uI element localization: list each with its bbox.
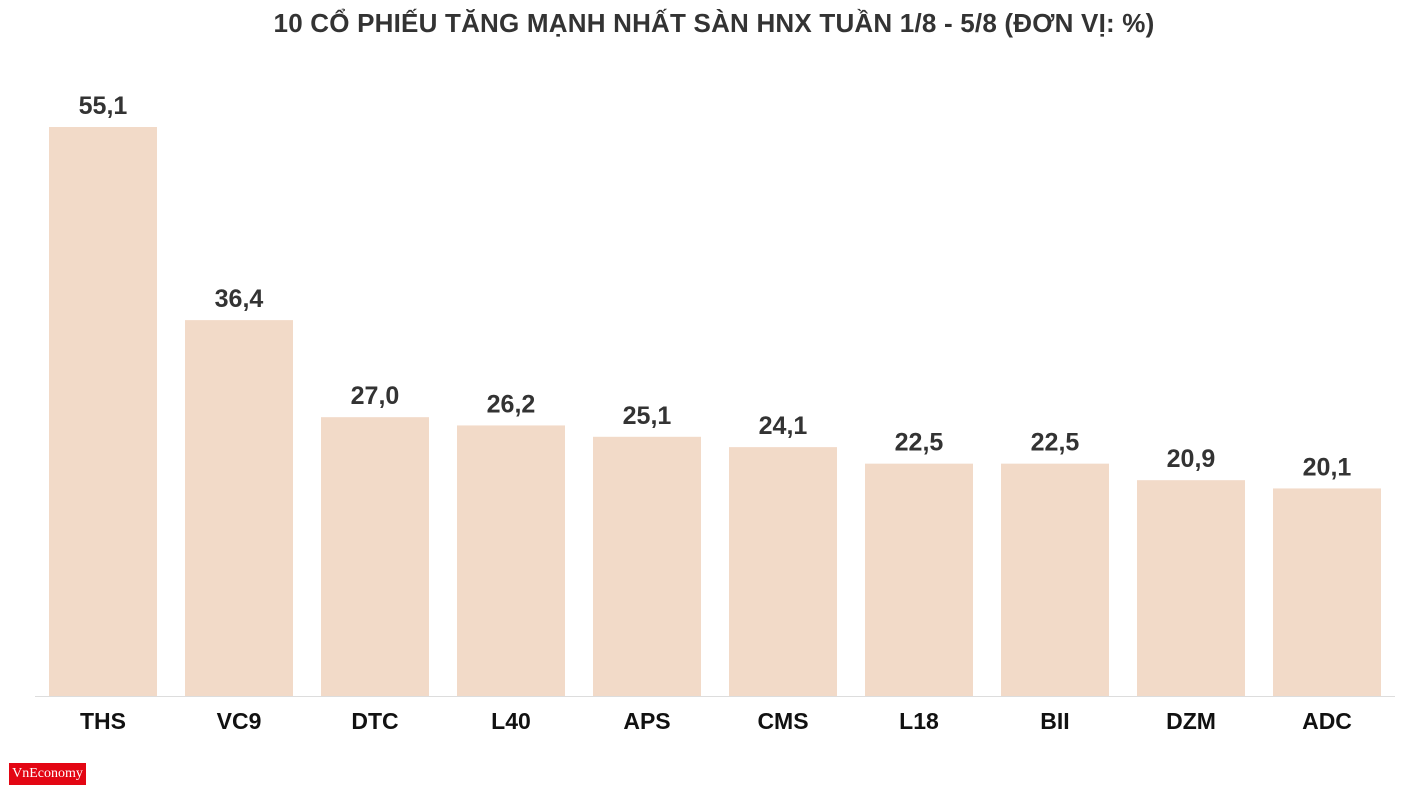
category-label: VC9 xyxy=(217,708,262,734)
value-label: 22,5 xyxy=(1031,429,1080,457)
category-label: CMS xyxy=(757,708,808,734)
bar-cms xyxy=(729,447,837,696)
value-label: 36,4 xyxy=(215,285,264,313)
value-label: 25,1 xyxy=(623,402,672,430)
category-label: BII xyxy=(1040,708,1069,734)
bar-aps xyxy=(593,436,701,696)
value-label: 55,1 xyxy=(79,92,128,120)
bar-adc xyxy=(1273,488,1381,696)
bar-vc9 xyxy=(185,320,293,696)
bar-l18 xyxy=(865,463,973,696)
category-label: DZM xyxy=(1166,708,1216,734)
value-label: 26,2 xyxy=(487,390,536,418)
value-label: 20,1 xyxy=(1303,453,1352,481)
bar-dzm xyxy=(1137,480,1245,696)
category-label: L40 xyxy=(491,708,531,734)
category-label: APS xyxy=(623,708,670,734)
category-label: DTC xyxy=(351,708,398,734)
value-label: 24,1 xyxy=(759,412,808,440)
category-label: THS xyxy=(80,708,126,734)
vneconomy-logo: VnEconomy xyxy=(9,763,86,785)
bar-bii xyxy=(1001,463,1109,696)
category-label: ADC xyxy=(1302,708,1352,734)
value-label: 27,0 xyxy=(351,382,400,410)
value-label: 22,5 xyxy=(895,429,944,457)
value-label: 20,9 xyxy=(1167,445,1216,473)
bar-ths xyxy=(49,127,157,696)
chart-title: 10 CỔ PHIẾU TĂNG MẠNH NHẤT SÀN HNX TUẦN … xyxy=(273,8,1155,38)
bar-l40 xyxy=(457,425,565,696)
bar-chart: 55,1 THS 36,4 VC9 27,0 DTC 26,2 L40 25,1 APS 24,1 C… xyxy=(35,92,1395,734)
category-label: L18 xyxy=(899,708,939,734)
bar-dtc xyxy=(321,417,429,696)
